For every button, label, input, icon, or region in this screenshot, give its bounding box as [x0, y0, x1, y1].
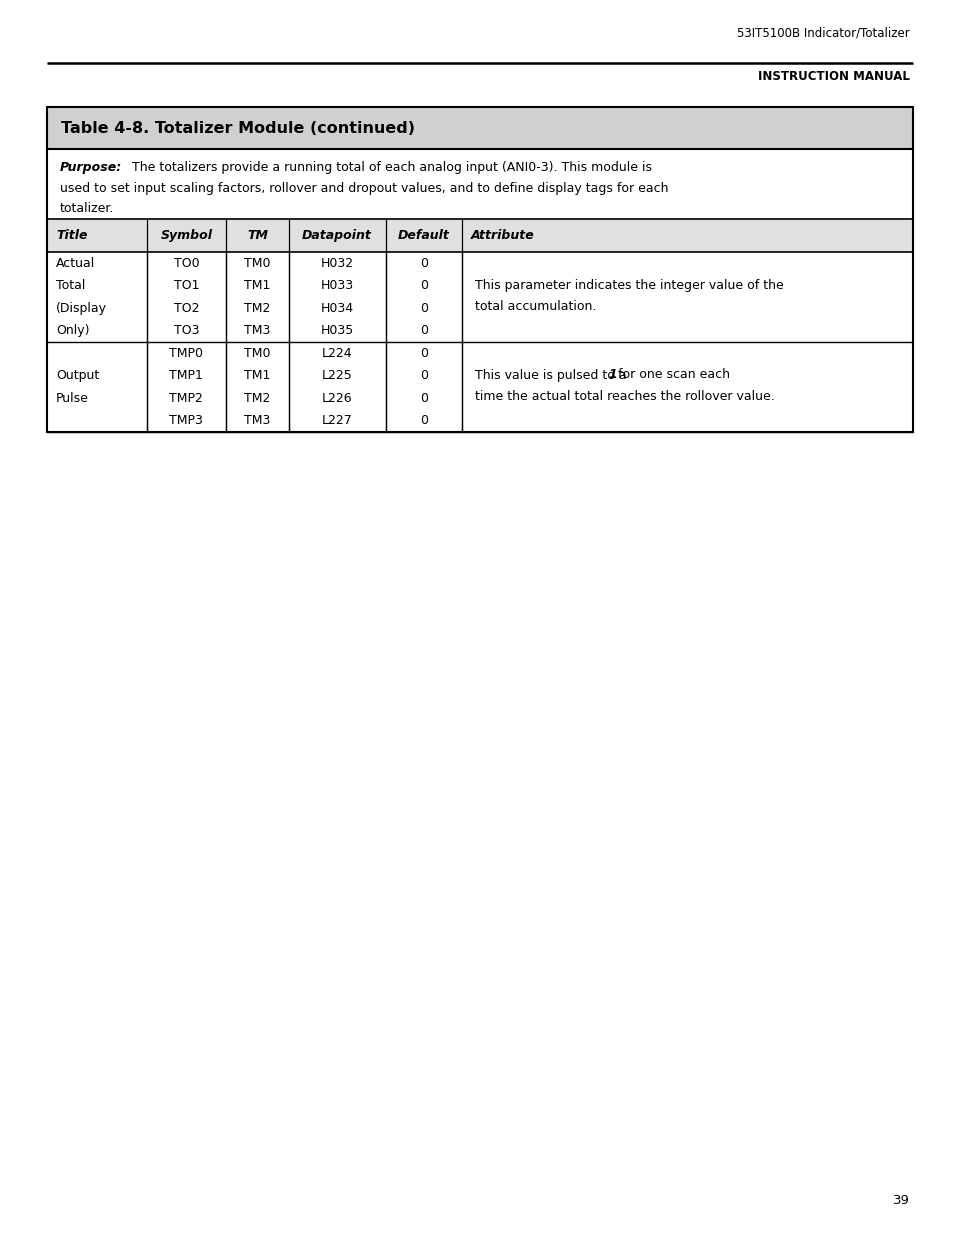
Text: TM3: TM3 — [244, 414, 271, 427]
Text: H034: H034 — [320, 301, 354, 315]
Text: for one scan each: for one scan each — [614, 368, 730, 382]
Text: Only): Only) — [56, 325, 90, 337]
Text: Purpose:: Purpose: — [60, 161, 122, 174]
Bar — [47, 107, 912, 432]
Bar — [47, 107, 912, 432]
Text: TM1: TM1 — [244, 279, 271, 293]
Text: TM3: TM3 — [244, 325, 271, 337]
Text: 0: 0 — [419, 301, 427, 315]
Text: 0: 0 — [419, 325, 427, 337]
Text: TM1: TM1 — [244, 369, 271, 383]
Text: used to set input scaling factors, rollover and dropout values, and to define di: used to set input scaling factors, rollo… — [60, 182, 668, 195]
Text: Symbol: Symbol — [160, 228, 213, 242]
Text: Actual: Actual — [56, 257, 95, 269]
Text: H032: H032 — [320, 257, 354, 269]
Text: TM0: TM0 — [244, 347, 271, 359]
Text: Output: Output — [56, 369, 99, 383]
Text: 0: 0 — [419, 257, 427, 269]
Text: TO0: TO0 — [173, 257, 199, 269]
Text: L226: L226 — [321, 391, 352, 405]
Text: (Display: (Display — [56, 301, 107, 315]
Text: time the actual total reaches the rollover value.: time the actual total reaches the rollov… — [475, 390, 774, 404]
Text: 39: 39 — [892, 1194, 909, 1207]
Text: TM: TM — [247, 228, 268, 242]
Text: TO3: TO3 — [173, 325, 199, 337]
Text: TO1: TO1 — [173, 279, 199, 293]
Text: TMP2: TMP2 — [170, 391, 203, 405]
Text: H035: H035 — [320, 325, 354, 337]
Text: TMP0: TMP0 — [170, 347, 203, 359]
Text: L224: L224 — [321, 347, 352, 359]
Text: This value is pulsed to a: This value is pulsed to a — [475, 368, 630, 382]
Text: total accumulation.: total accumulation. — [475, 300, 596, 314]
Text: L225: L225 — [321, 369, 352, 383]
Text: 53IT5100B Indicator/Totalizer: 53IT5100B Indicator/Totalizer — [737, 27, 909, 40]
Text: H033: H033 — [320, 279, 354, 293]
Text: 0: 0 — [419, 391, 427, 405]
Text: Pulse: Pulse — [56, 391, 89, 405]
Text: Total: Total — [56, 279, 85, 293]
Text: TM0: TM0 — [244, 257, 271, 269]
Text: TM2: TM2 — [244, 301, 271, 315]
Text: 0: 0 — [419, 279, 427, 293]
Text: 0: 0 — [419, 347, 427, 359]
Text: totalizer.: totalizer. — [60, 203, 114, 215]
Text: Attribute: Attribute — [471, 228, 534, 242]
Text: Title: Title — [56, 228, 88, 242]
Bar — [47, 107, 912, 149]
Text: This parameter indicates the integer value of the: This parameter indicates the integer val… — [475, 279, 782, 291]
Text: TMP3: TMP3 — [170, 414, 203, 427]
Text: The totalizers provide a running total of each analog input (ANI0-3). This modul: The totalizers provide a running total o… — [129, 161, 652, 174]
Text: TO2: TO2 — [173, 301, 199, 315]
Text: Default: Default — [397, 228, 449, 242]
Text: Datapoint: Datapoint — [302, 228, 372, 242]
Text: 0: 0 — [419, 369, 427, 383]
Text: TM2: TM2 — [244, 391, 271, 405]
Text: TMP1: TMP1 — [170, 369, 203, 383]
Text: 0: 0 — [419, 414, 427, 427]
Bar — [47, 219, 912, 252]
Text: L227: L227 — [321, 414, 352, 427]
Text: Table 4-8. Totalizer Module (continued): Table 4-8. Totalizer Module (continued) — [61, 121, 415, 136]
Text: 1: 1 — [608, 368, 617, 382]
Text: INSTRUCTION MANUAL: INSTRUCTION MANUAL — [758, 70, 909, 83]
